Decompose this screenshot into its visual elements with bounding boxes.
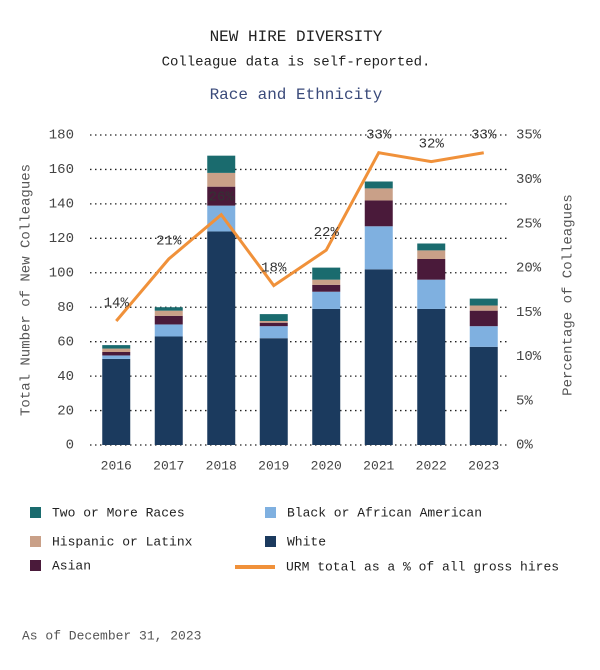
y2-tick-label: 25% (516, 216, 542, 232)
footnote: As of December 31, 2023 (22, 628, 201, 643)
y-tick-label: 60 (57, 334, 74, 350)
data-label: 26% (209, 189, 235, 205)
bar-segment (469, 326, 498, 347)
section-title: Race and Ethnicity (210, 86, 383, 104)
y-tick-label: 80 (57, 300, 74, 316)
y-axis-label: Total Number of New Colleagues (19, 164, 35, 416)
bar-segment (102, 358, 131, 445)
bar-segment (259, 314, 288, 321)
bar-segment (312, 308, 341, 445)
y-tick-label: 120 (49, 231, 74, 247)
legend-label: Asian (52, 558, 91, 573)
data-label: 22% (314, 225, 340, 241)
legend-label: White (287, 534, 326, 549)
y-tick-label: 180 (49, 128, 74, 144)
x-tick-label: 2016 (101, 458, 132, 473)
bar-segment (469, 310, 498, 327)
data-label: 33% (366, 127, 392, 143)
bar-segment (417, 250, 446, 259)
bar-segment (102, 348, 131, 352)
bar-segment (312, 291, 341, 309)
bar-segment (364, 181, 393, 189)
bar-segment (259, 338, 288, 445)
data-label: 33% (471, 127, 497, 143)
legend-label: Hispanic or Latinx (52, 534, 193, 549)
bar-segment (207, 186, 236, 206)
bar-segment (207, 231, 236, 445)
legend-swatch (30, 560, 41, 571)
y2-tick-label: 5% (516, 393, 533, 409)
data-label: 21% (156, 234, 182, 250)
bar-segment (259, 326, 288, 339)
y-tick-label: 140 (49, 197, 74, 213)
x-tick-label: 2022 (416, 458, 447, 473)
y2-tick-label: 0% (516, 438, 533, 454)
y2-axis-label: Percentage of Colleagues (561, 194, 577, 396)
legend-label: Two or More Races (52, 505, 185, 520)
bar-segment (259, 322, 288, 327)
bar-segment (154, 324, 183, 337)
bar-segment (417, 308, 446, 445)
legend-swatch (30, 507, 41, 518)
bar-segment (207, 155, 236, 173)
legend-swatch (265, 507, 276, 518)
bar-segment (259, 321, 288, 323)
x-tick-label: 2023 (468, 458, 499, 473)
bar-segment (102, 352, 131, 356)
bar-segment (364, 226, 393, 270)
y-tick-label: 160 (49, 162, 74, 178)
x-tick-label: 2019 (258, 458, 289, 473)
chart-subtitle: Colleague data is self-reported. (162, 55, 431, 71)
bar-segment (154, 315, 183, 325)
legend-label: Black or African American (287, 505, 482, 520)
y2-tick-label: 15% (516, 305, 542, 321)
y2-tick-label: 20% (516, 261, 542, 277)
bar-segment (364, 200, 393, 227)
bar-segment (417, 243, 446, 251)
bar-segment (102, 345, 131, 349)
bar-segment (312, 284, 341, 292)
bar-segment (154, 307, 183, 311)
y-tick-label: 0 (66, 438, 74, 454)
bar-segment (417, 259, 446, 280)
data-label: 14% (104, 296, 130, 312)
data-label: 32% (419, 136, 445, 152)
legend-swatch (30, 536, 41, 547)
bar-segment (312, 279, 341, 285)
bar-segment (154, 336, 183, 445)
bar-segment (469, 346, 498, 445)
x-tick-label: 2021 (363, 458, 394, 473)
legend-swatch (265, 536, 276, 547)
bar-segment (207, 172, 236, 187)
data-label: 18% (261, 260, 287, 276)
bar-segment (364, 269, 393, 445)
bar-segment (312, 267, 341, 280)
y2-tick-label: 10% (516, 349, 542, 365)
bar-segment (417, 279, 446, 309)
y-tick-label: 100 (49, 265, 74, 281)
y2-tick-label: 35% (516, 128, 542, 144)
y-tick-label: 40 (57, 369, 74, 385)
legend-label: URM total as a % of all gross hires (286, 559, 559, 574)
y-tick-label: 20 (57, 403, 74, 419)
line-series (115, 151, 484, 322)
x-tick-label: 2018 (206, 458, 237, 473)
y2-tick-label: 30% (516, 172, 542, 188)
x-tick-label: 2017 (153, 458, 184, 473)
bar-segment (364, 188, 393, 201)
bar-segment (469, 298, 498, 306)
x-tick-label: 2020 (311, 458, 342, 473)
chart-title: NEW HIRE DIVERSITY (210, 28, 383, 46)
bar-segment (154, 310, 183, 316)
bar-segment (469, 305, 498, 311)
bar-segment (102, 355, 131, 359)
